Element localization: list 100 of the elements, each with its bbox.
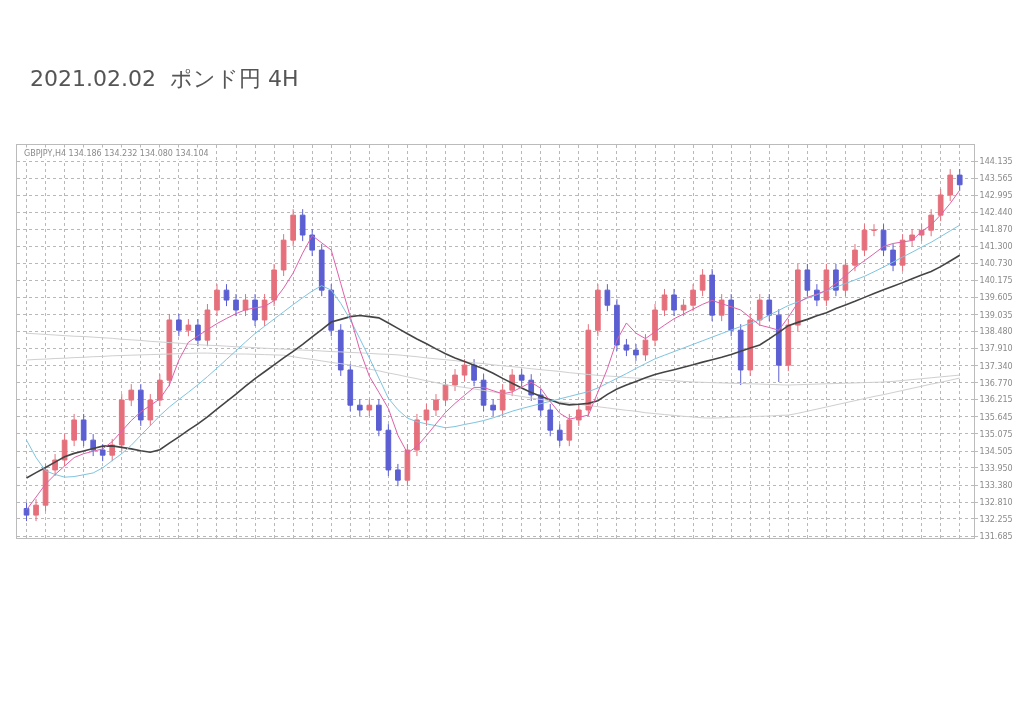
- candlestick: [214, 283, 220, 317]
- y-tick-label: 133.380: [979, 480, 1013, 490]
- candlestick: [290, 208, 296, 247]
- candlestick: [128, 383, 135, 407]
- candlestick: [604, 283, 611, 312]
- candlestick: [633, 343, 639, 362]
- candlestick: [804, 263, 811, 297]
- y-tick-label: 142.995: [979, 191, 1013, 201]
- candlestick: [280, 233, 287, 277]
- candlestick: [718, 293, 725, 322]
- candlestick: [223, 283, 230, 307]
- candlestick: [737, 323, 744, 386]
- y-tick-label: 143.565: [979, 174, 1013, 184]
- candlestick: [366, 398, 373, 417]
- annotation: GBPJPY,H4 134.186 134.232 134.080 134.104: [24, 149, 209, 158]
- candlestick: [442, 378, 449, 407]
- y-tick-label: 138.480: [979, 327, 1013, 337]
- candlestick: [775, 308, 782, 383]
- candlestick: [480, 373, 487, 412]
- candlestick: [395, 463, 401, 487]
- candlestick: [490, 398, 496, 417]
- candlestick: [861, 223, 868, 257]
- candlestick: [709, 268, 715, 322]
- candlestick: [71, 413, 77, 447]
- candlestick: [252, 293, 258, 327]
- candlestick: [309, 228, 316, 257]
- y-tick-label: 137.910: [979, 344, 1013, 354]
- candlestick: [299, 208, 306, 242]
- y-tick-label: 132.810: [979, 497, 1013, 507]
- candlestick: [956, 168, 963, 192]
- candlestick: [452, 368, 458, 392]
- candlestick: [318, 243, 325, 297]
- chart-title: 2021.02.02 ポンド円 4H: [30, 65, 299, 91]
- candlestick: [595, 283, 601, 337]
- y-tick-label: 141.870: [979, 225, 1013, 235]
- candlestick: [385, 423, 392, 477]
- candlestick: [871, 223, 877, 237]
- candlestick: [699, 268, 706, 297]
- candlestick: [852, 243, 858, 272]
- candlestick: [61, 433, 68, 467]
- candlestick: [261, 293, 268, 327]
- candlestick: [890, 243, 896, 272]
- candlestick: [518, 368, 525, 387]
- candlestick: [652, 303, 658, 347]
- y-tick-label: 142.440: [979, 207, 1013, 217]
- candlestick: [23, 501, 30, 522]
- candlestick: [471, 358, 477, 387]
- candlestick: [556, 423, 563, 447]
- candlestick: [795, 263, 801, 332]
- y-tick-label: 136.770: [979, 378, 1013, 388]
- candlestick: [623, 338, 630, 357]
- y-tick-label: 140.730: [979, 259, 1013, 269]
- y-tick-label: 136.215: [979, 395, 1013, 405]
- candlestick: [118, 393, 125, 452]
- candlestick: [614, 298, 620, 352]
- candlestick: [42, 463, 49, 512]
- candlestick: [947, 168, 954, 202]
- candlestick: [376, 398, 382, 437]
- candlestick: [404, 443, 411, 487]
- candlestick: [356, 398, 363, 417]
- candlestick: [414, 413, 420, 457]
- y-tick-label: 137.340: [979, 361, 1013, 371]
- candlestick: [747, 313, 754, 377]
- y-tick-label: 135.075: [979, 429, 1013, 439]
- candlestick: [756, 293, 763, 327]
- y-tick-label: 135.645: [979, 412, 1013, 422]
- candlestick: [337, 323, 344, 377]
- line-series: [26, 189, 961, 511]
- candlestick: [233, 293, 239, 317]
- y-tick-label: 144.135: [979, 156, 1013, 166]
- candlestick: [33, 498, 39, 522]
- candlestick: [690, 283, 696, 312]
- candlestick: [433, 393, 439, 417]
- y-tick-label: 141.300: [979, 242, 1013, 252]
- y-tick-label: 131.685: [979, 531, 1013, 541]
- candlestick: [823, 263, 830, 307]
- candlestick: [671, 288, 677, 317]
- candlestick: [137, 383, 144, 427]
- y-tick-label: 139.035: [979, 310, 1013, 320]
- candlestick: [271, 263, 277, 307]
- candlestick: [99, 443, 106, 462]
- candlestick: [347, 363, 354, 412]
- candlestick: [80, 413, 87, 447]
- candlestick: [547, 403, 554, 437]
- candlestick: [204, 303, 211, 347]
- y-tick-label: 139.605: [979, 293, 1013, 303]
- candlestick: [880, 223, 887, 257]
- y-tick-label: 132.255: [979, 514, 1013, 524]
- candlestick: [642, 333, 649, 362]
- candlestick: [185, 318, 192, 337]
- candlestick: [242, 293, 249, 317]
- y-tick-label: 140.175: [979, 276, 1013, 286]
- candlestick: [728, 293, 735, 337]
- candlestick: [499, 383, 506, 417]
- candlestick: [176, 313, 182, 337]
- candlestick: [766, 293, 773, 322]
- candlestick: [937, 188, 944, 222]
- candlestick: [328, 283, 335, 337]
- candlestick: [661, 288, 668, 317]
- candlestick: [680, 298, 687, 317]
